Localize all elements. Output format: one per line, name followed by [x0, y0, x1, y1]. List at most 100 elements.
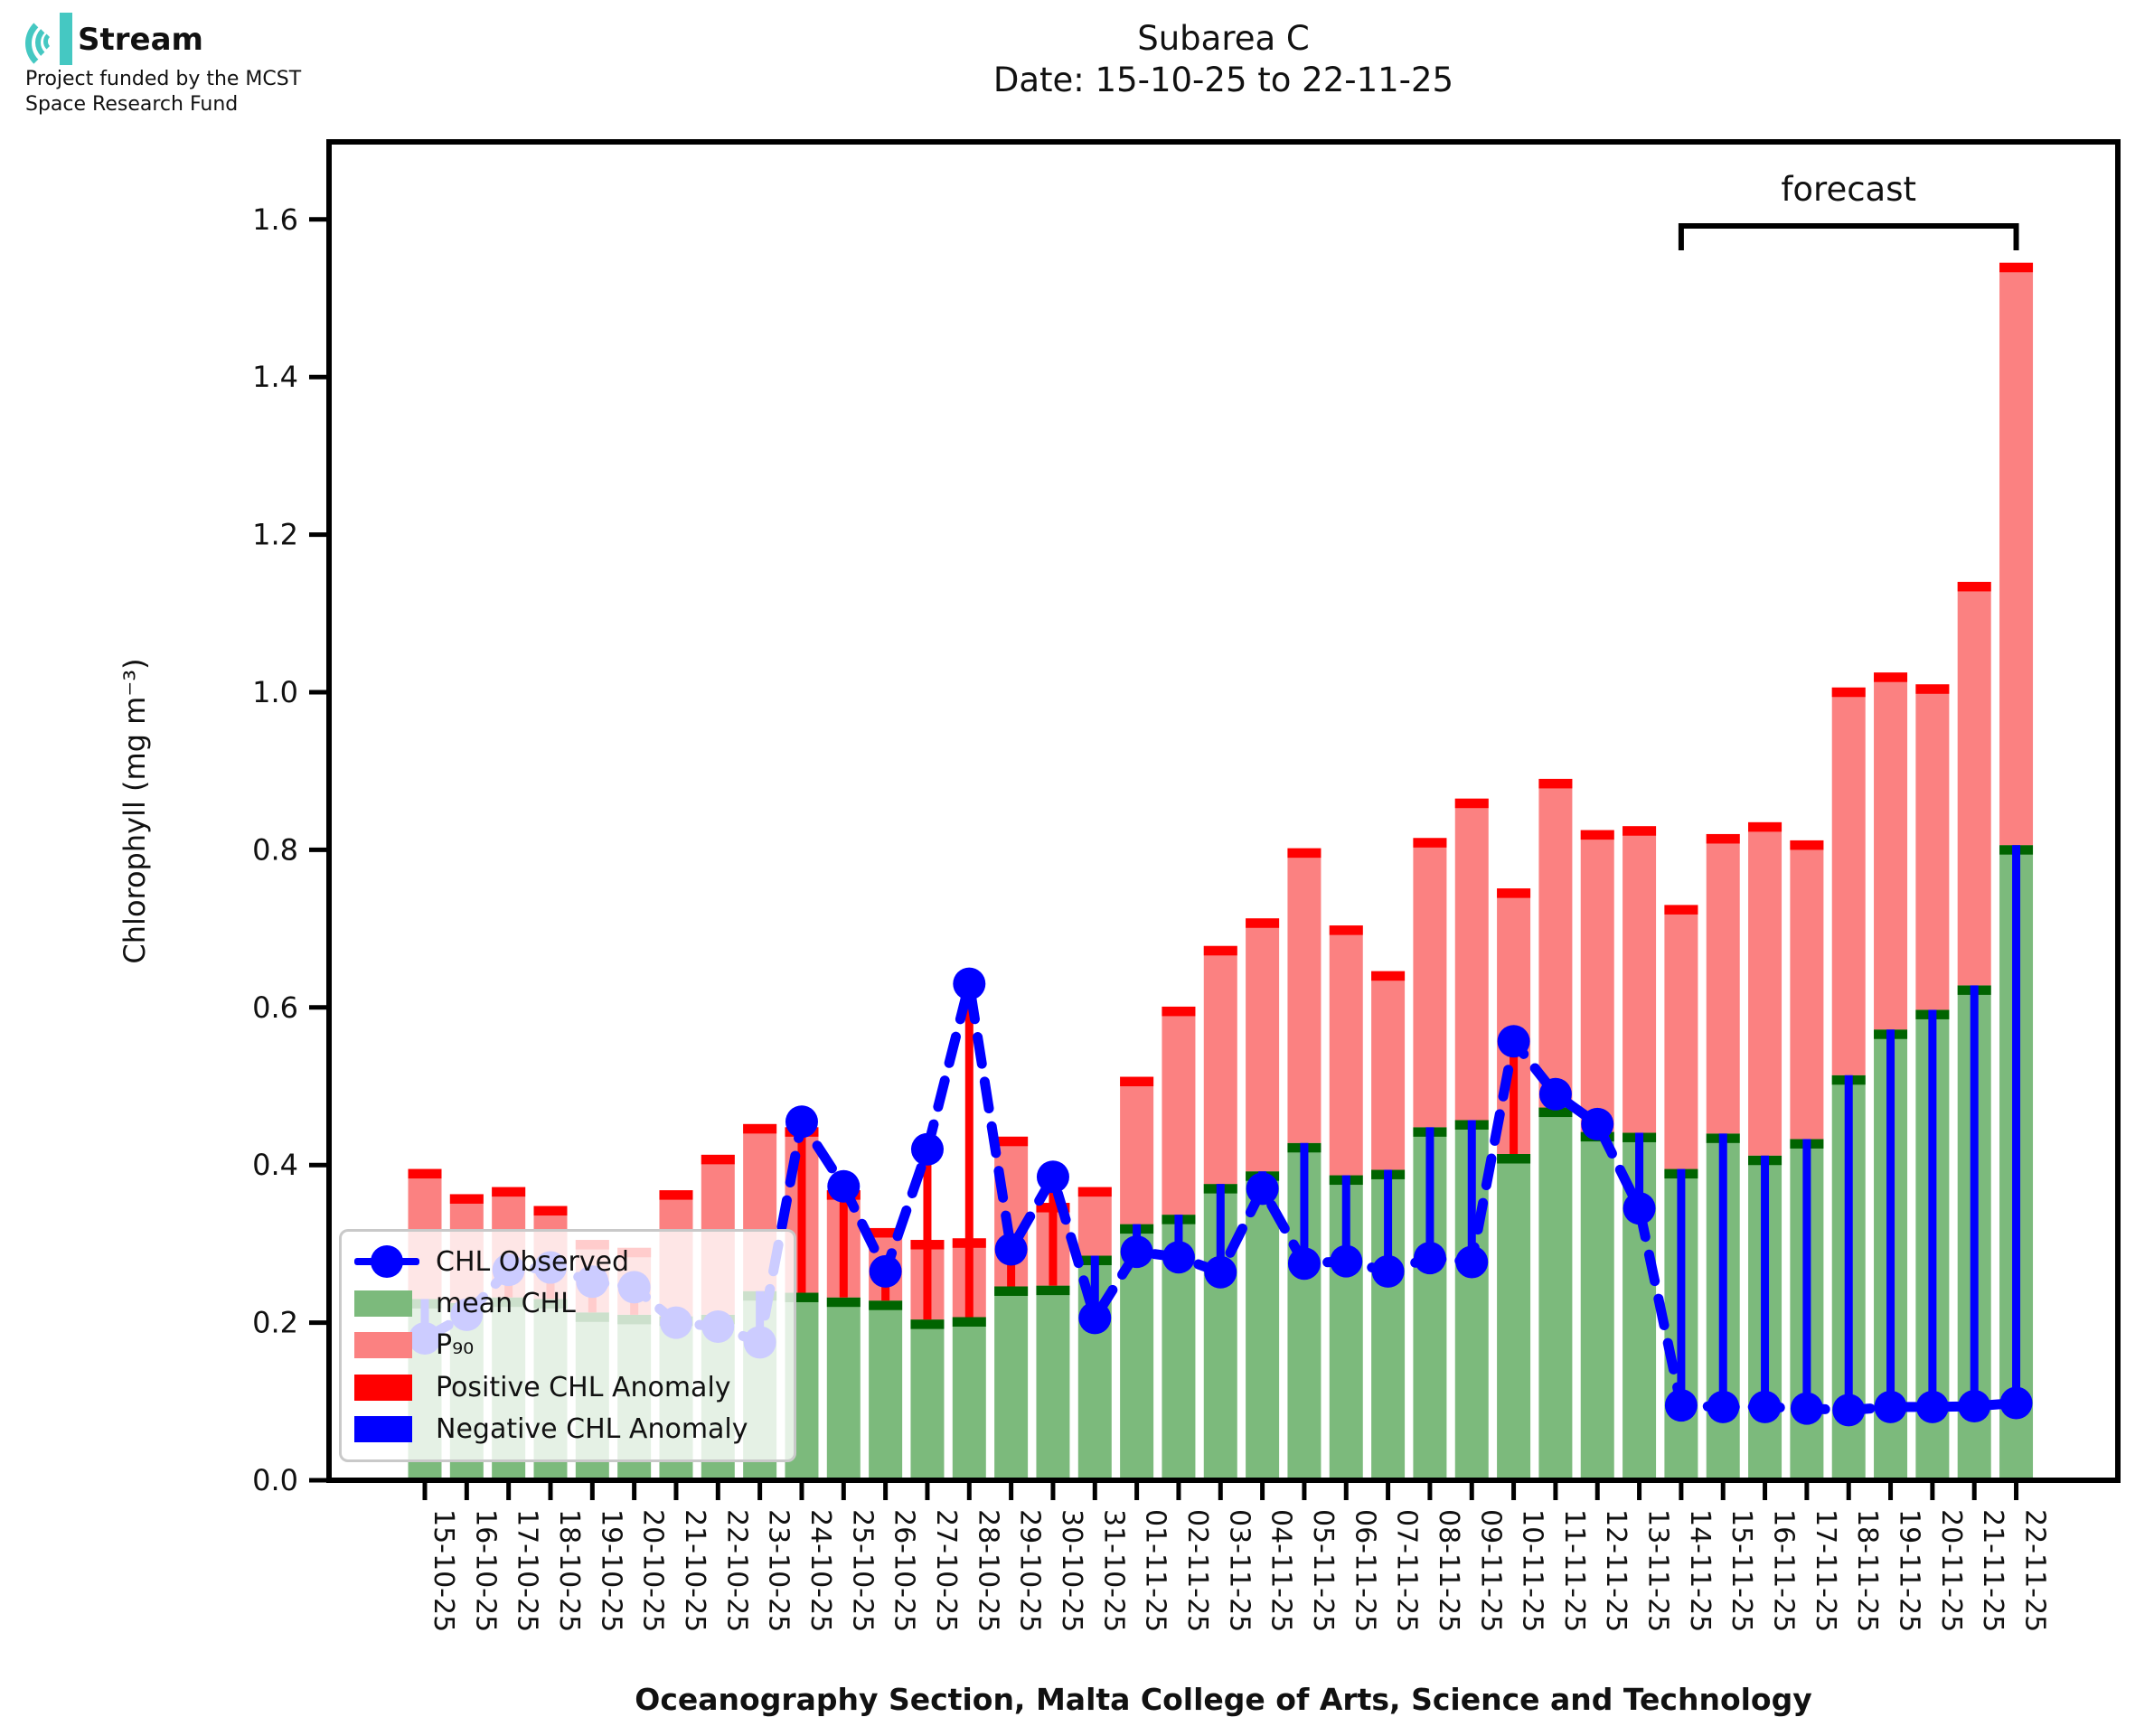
x-tick-label: 26-10-25 [889, 1509, 920, 1632]
negative-anomaly-bar [1844, 1074, 1853, 1411]
p90-bar [1120, 1076, 1154, 1225]
x-tick-label: 15-11-25 [1726, 1509, 1757, 1632]
observed-dot [1246, 1172, 1279, 1206]
p90-bar [1831, 687, 1866, 1075]
logo-subtitle-line1: Project funded by the MCST [25, 68, 302, 90]
p90-bar-cap [449, 1194, 484, 1204]
negative-anomaly-bar [1928, 1009, 1937, 1407]
p90-bar [1413, 838, 1447, 1128]
p90-bar-cap [1120, 1076, 1154, 1087]
observed-dot [1538, 1077, 1572, 1111]
mean-bar [1497, 1153, 1531, 1480]
p90-bar [1748, 821, 1782, 1156]
x-tick-label: 15-10-25 [428, 1509, 459, 1632]
y-axis-label: Chlorophyll (mg m⁻³) [118, 658, 152, 963]
x-tick-label: 27-10-25 [930, 1509, 962, 1632]
positive-anomaly-bar [1007, 1249, 1016, 1287]
mean-bar-cap [1538, 1107, 1573, 1118]
x-tick-label: 04-11-25 [1265, 1509, 1297, 1632]
observed-marker-icon [354, 1245, 423, 1279]
observed-dot [1371, 1254, 1405, 1288]
x-tick-label: 12-11-25 [1600, 1509, 1632, 1632]
p90-bar-cap [1831, 687, 1866, 698]
observed-dot [1497, 1025, 1530, 1058]
p90-bar-cap [1371, 971, 1406, 981]
observed-dot [1664, 1389, 1698, 1422]
observed-dot [785, 1105, 818, 1139]
p90-bar [1246, 918, 1280, 1172]
x-tick-label: 22-10-25 [720, 1509, 752, 1632]
chart-title-line1: Subarea C [1137, 19, 1310, 58]
x-tick-label: 10-11-25 [1517, 1509, 1548, 1632]
p90-bar [1162, 1006, 1196, 1215]
p90-bar [1203, 945, 1237, 1185]
negative-anomaly-bar [1174, 1215, 1183, 1258]
y-tick-label: 1.0 [252, 675, 298, 709]
p90-bar-cap [1454, 798, 1489, 809]
x-tick-label: 07-11-25 [1391, 1509, 1423, 1632]
logo-brand-text: Stream [78, 22, 203, 58]
p90-bar-cap [1790, 840, 1824, 850]
observed-dot [1120, 1235, 1153, 1269]
negative-anomaly-patch-icon [354, 1416, 412, 1443]
p90-bar [1999, 262, 2034, 846]
p90-bar-cap [1999, 262, 2034, 273]
observed-dot [1413, 1242, 1446, 1275]
negative-anomaly-bar [1384, 1169, 1393, 1272]
positive-anomaly-patch-icon [354, 1374, 412, 1401]
mean-bar-cap [1036, 1285, 1070, 1296]
x-tick-label: 19-11-25 [1894, 1509, 1925, 1632]
p90-bar [1957, 581, 1991, 986]
x-tick-label: 31-10-25 [1097, 1509, 1129, 1632]
p90-bar-cap [1413, 838, 1447, 848]
negative-anomaly-bar [1802, 1139, 1811, 1409]
legend-item-p90: P₉₀ [354, 1326, 781, 1365]
positive-anomaly-bar [923, 1149, 932, 1320]
observed-dot [1707, 1390, 1740, 1423]
forecast-label: forecast [1781, 170, 1916, 209]
legend-label: Positive CHL Anomaly [436, 1371, 731, 1403]
mean-bar-cap [785, 1292, 819, 1302]
x-tick-label: 17-10-25 [512, 1509, 543, 1632]
stream-logo-icon [25, 13, 72, 72]
p90-bar [1915, 684, 1950, 1010]
observed-dot [1874, 1390, 1907, 1423]
x-tick-label: 14-11-25 [1684, 1509, 1716, 1632]
p90-bar-cap [743, 1123, 777, 1134]
p90-bar-cap [659, 1190, 693, 1200]
y-tick-label: 0.0 [252, 1463, 298, 1497]
observed-dot [953, 967, 986, 1000]
x-tick-label: 05-11-25 [1307, 1509, 1339, 1632]
negative-anomaly-bar [1425, 1127, 1434, 1259]
p90-bar [1706, 833, 1740, 1134]
observed-dot [994, 1233, 1028, 1266]
legend-item-positive-anomaly: Positive CHL Anomaly [354, 1367, 781, 1407]
p90-bar [1874, 672, 1908, 1030]
x-tick-label: 30-10-25 [1056, 1509, 1087, 1632]
y-tick-label: 0.4 [252, 1148, 298, 1182]
p90-bar-cap [408, 1168, 442, 1179]
p90-bar [1287, 848, 1322, 1143]
legend: CHL Observed mean CHL P₉₀ Positive CHL A… [339, 1229, 796, 1462]
p90-bar-cap [1915, 684, 1950, 694]
p90-bar [1538, 778, 1573, 1108]
p90-bar [1454, 798, 1489, 1121]
observed-dot [1036, 1160, 1069, 1194]
observed-dot [1204, 1255, 1237, 1289]
observed-dot [1162, 1241, 1195, 1274]
negative-anomaly-bar [1216, 1184, 1225, 1272]
mean-bar-cap [952, 1317, 986, 1327]
positive-anomaly-bar [839, 1186, 848, 1298]
x-tick-label: 01-11-25 [1140, 1509, 1171, 1632]
plot-border [326, 139, 2121, 1483]
p90-bar-cap [1497, 888, 1531, 898]
p90-bar-cap [533, 1206, 568, 1216]
x-tick-label: 09-11-25 [1474, 1509, 1506, 1632]
x-tick-label: 16-10-25 [469, 1509, 501, 1632]
p90-bar-cap [1623, 826, 1657, 836]
x-tick-label: 02-11-25 [1181, 1509, 1213, 1632]
x-tick-label: 03-11-25 [1223, 1509, 1255, 1632]
negative-anomaly-bar [1635, 1132, 1644, 1209]
negative-anomaly-bar [1970, 985, 1979, 1407]
